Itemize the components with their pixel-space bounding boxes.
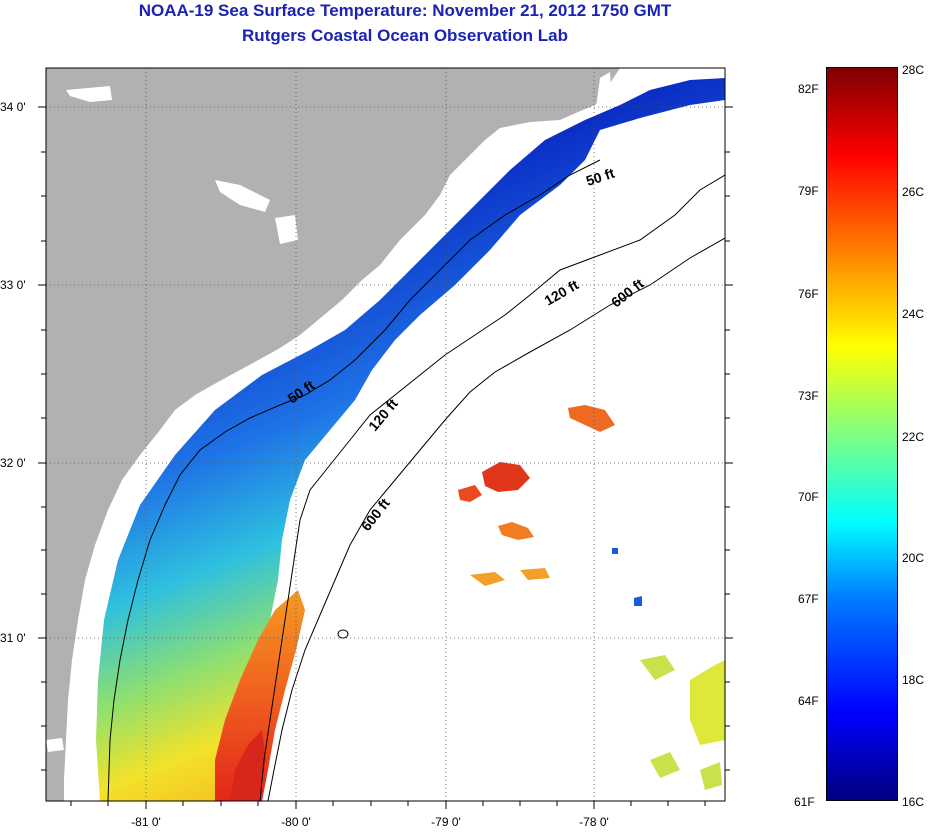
colorbar-c-label: 18C [902, 673, 925, 687]
lon-label-80: -80 0' [281, 815, 311, 829]
colorbar-f-label: 82F [798, 82, 819, 96]
blue-specks [612, 548, 642, 606]
contour-120ft [259, 174, 725, 801]
colorbar-f-label: 67F [798, 592, 819, 606]
warm-eddy-2 [458, 485, 482, 502]
colorbar-f-label: 73F [798, 389, 819, 403]
map-title: NOAA-19 Sea Surface Temperature: Novembe… [138, 1, 672, 20]
warm-patch-south [230, 730, 266, 801]
cloud-specks-yellow [690, 660, 725, 745]
colorbar-f-label: 64F [798, 694, 819, 708]
lat-label-33: 33 0' [0, 278, 26, 292]
lat-label-31: 31 0' [0, 631, 26, 645]
warm-eddy-4 [498, 522, 534, 540]
colorbar-c-label: 22C [902, 430, 925, 444]
colorbar-f-label: 76F [798, 287, 819, 301]
colorbar-f-label: 70F [798, 490, 819, 504]
gulf-stream-warm-edge [215, 590, 305, 801]
lat-label-34: 34 0' [0, 100, 26, 114]
inland-bay [596, 72, 612, 112]
lat-label-32: 32 0' [0, 456, 26, 470]
colorbar-c-label: 26C [902, 185, 925, 199]
warm-eddy-3 [568, 405, 615, 432]
map-subtitle: Rutgers Coastal Ocean Observation Lab [242, 26, 568, 45]
warm-specks-1 [470, 568, 550, 586]
colorbar-c-label: 28C [902, 63, 925, 77]
colorbar-c-label: 16C [902, 795, 925, 809]
contour-600ft [267, 237, 725, 801]
colorbar-f-label: 61F [794, 795, 815, 809]
lon-label-79: -79 0' [431, 815, 461, 829]
colorbar-c-label: 20C [902, 551, 925, 565]
colorbar-c-label: 24C [902, 307, 925, 321]
contour-50ft [107, 159, 601, 801]
ticks [38, 106, 733, 809]
lon-label-78: -78 0' [579, 815, 609, 829]
map-frame [45, 67, 726, 802]
lon-label-81: -81 0' [131, 815, 161, 829]
land-mass [46, 68, 620, 801]
cloud-specks-yellow-2 [640, 655, 722, 790]
warm-eddy-1 [482, 462, 530, 492]
colorbar-f-label: 79F [798, 184, 819, 198]
temperature-colorbar [826, 67, 898, 801]
minor-ticks [41, 151, 730, 806]
shelf-water-cold [96, 78, 725, 801]
